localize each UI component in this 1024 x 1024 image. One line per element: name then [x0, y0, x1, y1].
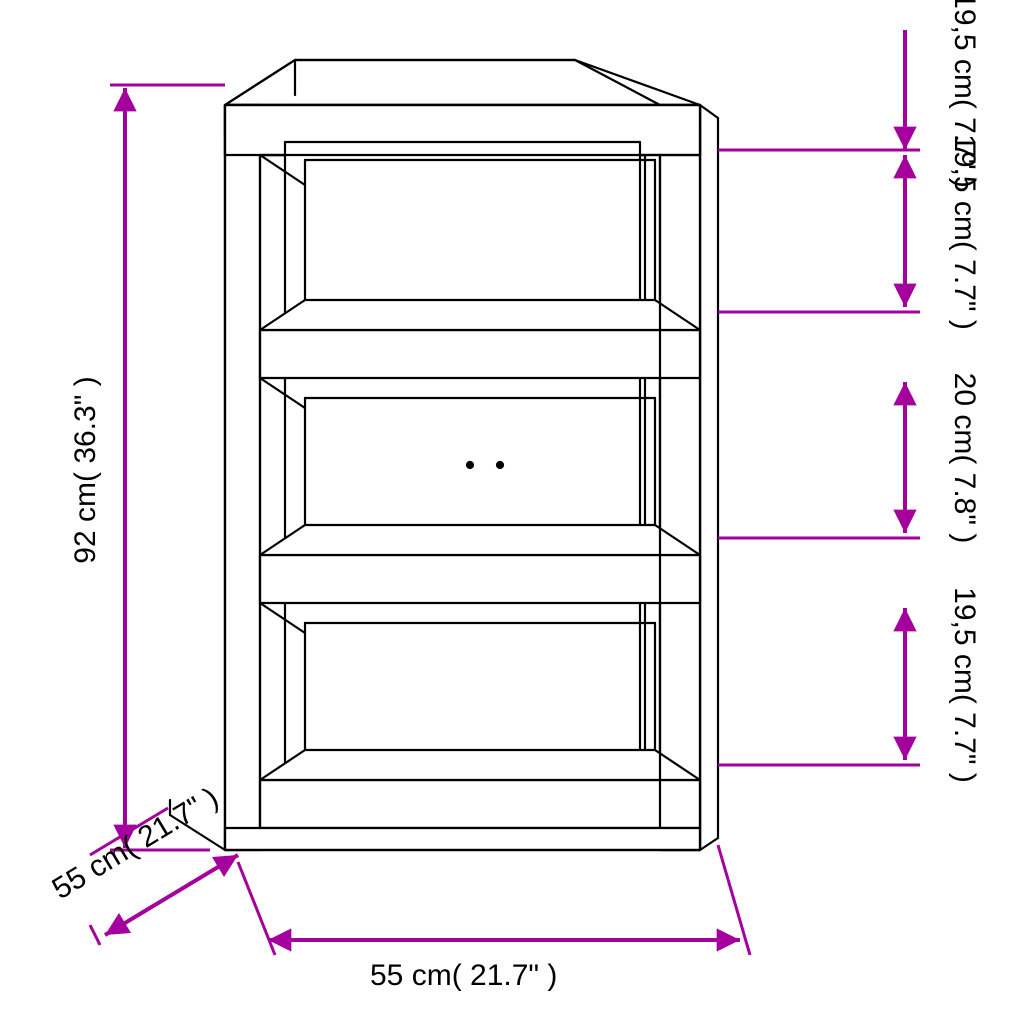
cabinet-drawing [170, 60, 718, 850]
shelf2-label: 20 cm( 7.8" ) [948, 373, 981, 544]
shelf3-label: 19,5 cm( 7.7" ) [948, 587, 981, 783]
dimension-diagram: 92 cm( 36.3" ) 55 cm( 21.7" ) 55 cm( 21.… [0, 0, 1024, 1024]
depth-label: 55 cm( 21.7" ) [47, 781, 225, 906]
width-label: 55 cm( 21.7" ) [370, 959, 557, 992]
shelf1-label: 19,5 cm( 7.7" ) [948, 134, 981, 330]
height-label: 92 cm( 36.3" ) [69, 376, 102, 563]
